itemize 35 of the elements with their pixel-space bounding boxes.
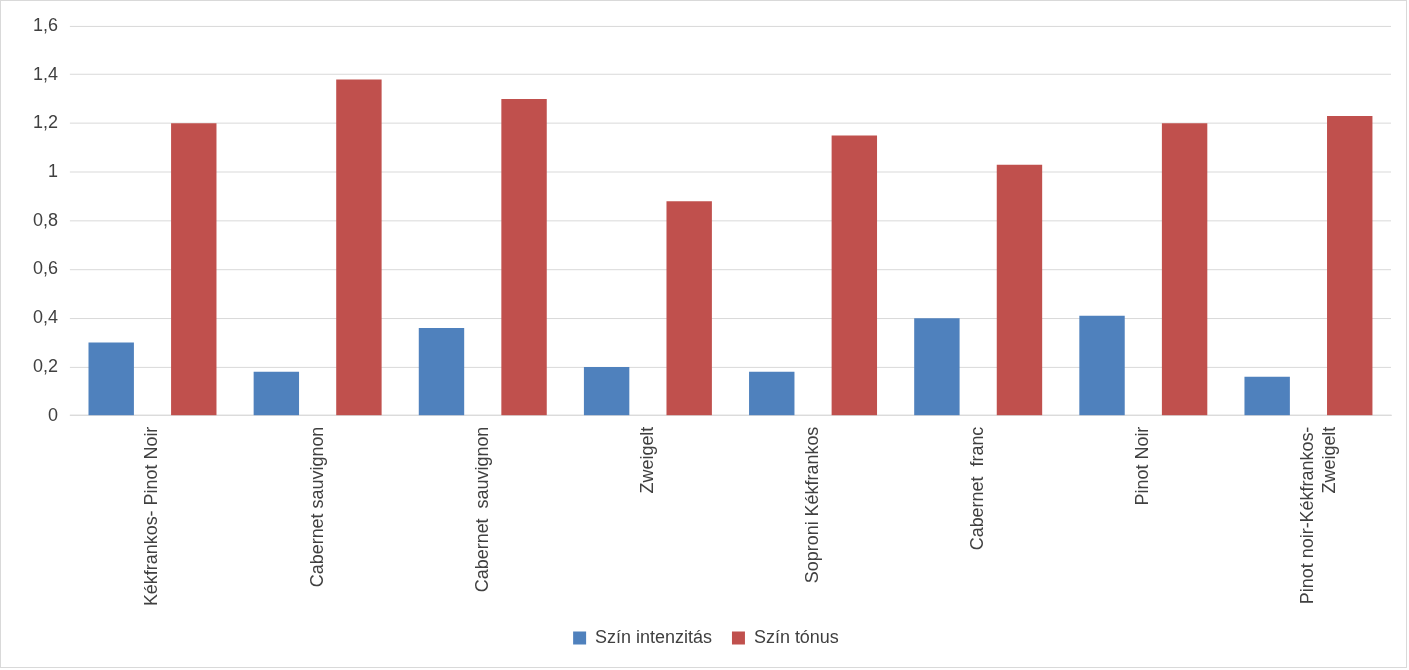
bar <box>88 342 134 416</box>
y-tick-label: 0 <box>47 404 58 425</box>
y-tick-label: 1,2 <box>32 112 58 133</box>
x-tick-label: Pinot Noir <box>1132 426 1153 506</box>
bar <box>914 318 960 416</box>
bar <box>749 371 795 416</box>
bar <box>1079 315 1125 416</box>
y-tick-label: 0,2 <box>32 355 58 376</box>
x-tick-label: Cabernet sauvignon <box>306 426 327 588</box>
y-tick-label: 0,6 <box>32 258 58 279</box>
bar <box>418 327 465 416</box>
y-tick-label: 0,8 <box>32 209 58 230</box>
bar <box>666 201 712 416</box>
y-tick-label: 1,4 <box>32 63 58 84</box>
bar <box>1161 123 1208 416</box>
x-tick-label: Pinot noir-Kékfrankos-Zweigelt <box>1297 426 1339 605</box>
bar <box>171 123 217 416</box>
bar <box>1327 116 1373 416</box>
x-tick-label: Kékfrankos- Pinot Noir <box>141 426 162 607</box>
bar <box>253 371 300 416</box>
y-tick-label: 1,6 <box>32 14 58 35</box>
y-tick-label: 0,4 <box>32 307 58 328</box>
bar <box>996 164 1043 416</box>
y-tick-label: 1 <box>47 161 58 182</box>
bar <box>831 135 878 416</box>
legend-label: Szín intenzitás <box>595 627 712 648</box>
x-tick-label: Cabernet franc <box>967 426 988 551</box>
x-tick-label: Soproni Kékfrankos <box>801 426 823 584</box>
bar <box>336 79 382 416</box>
bar <box>583 366 630 416</box>
bar <box>1244 376 1290 416</box>
x-tick-label: Cabernet sauvignon <box>471 426 492 593</box>
bar <box>501 99 547 416</box>
x-tick-label: Zweigelt <box>636 426 657 494</box>
legend-label: Szín tónus <box>753 627 839 648</box>
